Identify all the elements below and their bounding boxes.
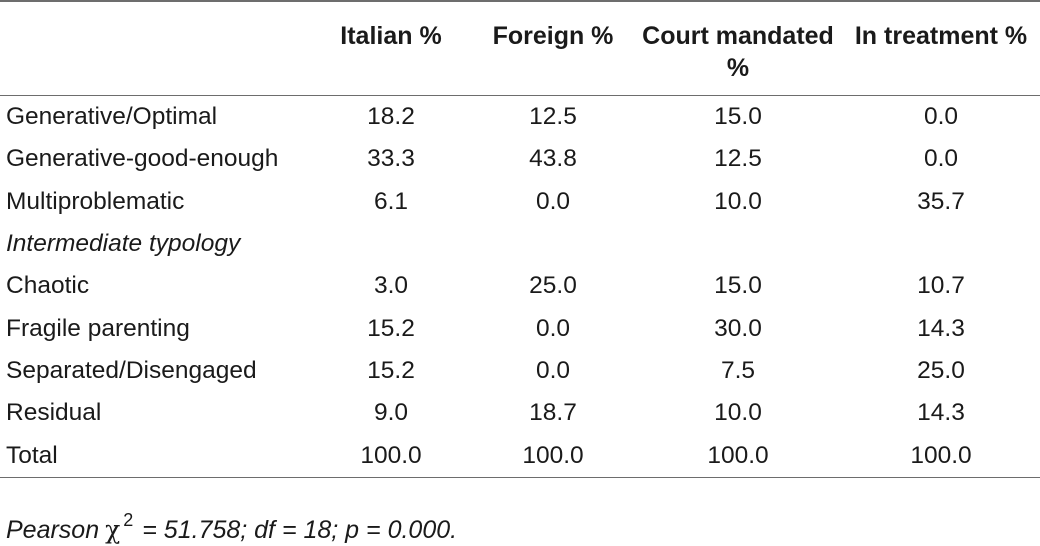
- column-header-italian: Italian %: [310, 0, 472, 96]
- row-label: Fragile parenting: [6, 314, 190, 342]
- cell-court-mandated: 10.0: [714, 399, 762, 427]
- cell-court-mandated: 10.0: [714, 187, 762, 215]
- row-label: Generative-good-enough: [6, 145, 279, 173]
- cell-in-treatment: 25.0: [917, 356, 965, 384]
- cell-court-mandated: 12.5: [714, 145, 762, 173]
- footnote-prefix: Pearson: [6, 516, 100, 544]
- cell-italian: 18.2: [367, 103, 415, 131]
- cell-italian: 100.0: [310, 434, 472, 478]
- cell-in-treatment: 10.7: [917, 272, 965, 300]
- cell-italian: 9.0: [373, 399, 409, 427]
- table-row: Generative-good-enough 33.3 43.8 12.5 0.…: [0, 138, 1040, 180]
- cell-italian: 6.1: [373, 187, 409, 215]
- cell-foreign: 0.0: [535, 356, 571, 384]
- header-row: Italian % Foreign % Court mandated % In …: [0, 0, 1040, 96]
- column-header-court-mandated: Court mandated %: [634, 0, 842, 96]
- column-header-foreign: Foreign %: [472, 0, 634, 96]
- cell-court-mandated: 100.0: [634, 434, 842, 478]
- cell-italian: 15.2: [367, 356, 415, 384]
- row-label: Multiproblematic: [6, 187, 185, 215]
- cell-court-mandated: 7.5: [720, 356, 756, 384]
- section-heading: Intermediate typology: [6, 230, 241, 258]
- data-table: Italian % Foreign % Court mandated % In …: [0, 0, 1040, 478]
- cell-foreign: 0.0: [535, 187, 571, 215]
- row-label: Separated/Disengaged: [6, 356, 257, 384]
- cell-foreign: 25.0: [529, 272, 577, 300]
- row-label: Total: [0, 434, 310, 478]
- table-row-total: Total 100.0 100.0 100.0 100.0: [0, 434, 1040, 478]
- table-row: Generative/Optimal 18.2 12.5 15.0 0.0: [0, 96, 1040, 139]
- cell-in-treatment: 100.0: [842, 434, 1040, 478]
- cell-foreign: 43.8: [529, 145, 577, 173]
- chi-symbol: χ: [105, 515, 121, 544]
- table-row-section-heading: Intermediate typology: [0, 223, 1040, 265]
- table-row: Fragile parenting 15.2 0.0 30.0 14.3: [0, 307, 1040, 349]
- cell-in-treatment: 35.7: [917, 187, 965, 215]
- footnote-statistics: = 51.758; df = 18; p = 0.000.: [135, 516, 458, 544]
- cell-in-treatment: [842, 223, 1040, 265]
- cell-in-treatment: 14.3: [917, 399, 965, 427]
- cell-foreign: 12.5: [529, 103, 577, 131]
- cell-in-treatment: 14.3: [917, 314, 965, 342]
- row-label: Generative/Optimal: [6, 103, 218, 131]
- table-row: Chaotic 3.0 25.0 15.0 10.7: [0, 265, 1040, 307]
- column-header-label: [0, 0, 310, 96]
- row-label: Chaotic: [6, 272, 90, 300]
- cell-foreign: 0.0: [535, 314, 571, 342]
- cell-court-mandated: 30.0: [714, 314, 762, 342]
- cell-court-mandated: 15.0: [714, 103, 762, 131]
- row-label: Residual: [6, 399, 102, 427]
- cell-foreign: [472, 223, 634, 265]
- cell-foreign: 18.7: [529, 399, 577, 427]
- chi-exponent: 2: [123, 510, 134, 530]
- table-container: Italian % Foreign % Court mandated % In …: [0, 0, 1040, 478]
- column-header-in-treatment: In treatment %: [842, 0, 1040, 96]
- table-row: Residual 9.0 18.7 10.0 14.3: [0, 392, 1040, 434]
- table-row: Multiproblematic 6.1 0.0 10.0 35.7: [0, 181, 1040, 223]
- cell-italian: 3.0: [373, 272, 409, 300]
- cell-italian: 33.3: [367, 145, 415, 173]
- cell-court-mandated: [634, 223, 842, 265]
- cell-italian: [310, 223, 472, 265]
- cell-foreign: 100.0: [472, 434, 634, 478]
- cell-italian: 15.2: [367, 314, 415, 342]
- cell-in-treatment: 0.0: [923, 103, 959, 131]
- table-row: Separated/Disengaged 15.2 0.0 7.5 25.0: [0, 350, 1040, 392]
- cell-in-treatment: 0.0: [923, 145, 959, 173]
- table-footnote: Pearson χ 2 = 51.758; df = 18; p = 0.000.: [6, 504, 457, 546]
- cell-court-mandated: 15.0: [714, 272, 762, 300]
